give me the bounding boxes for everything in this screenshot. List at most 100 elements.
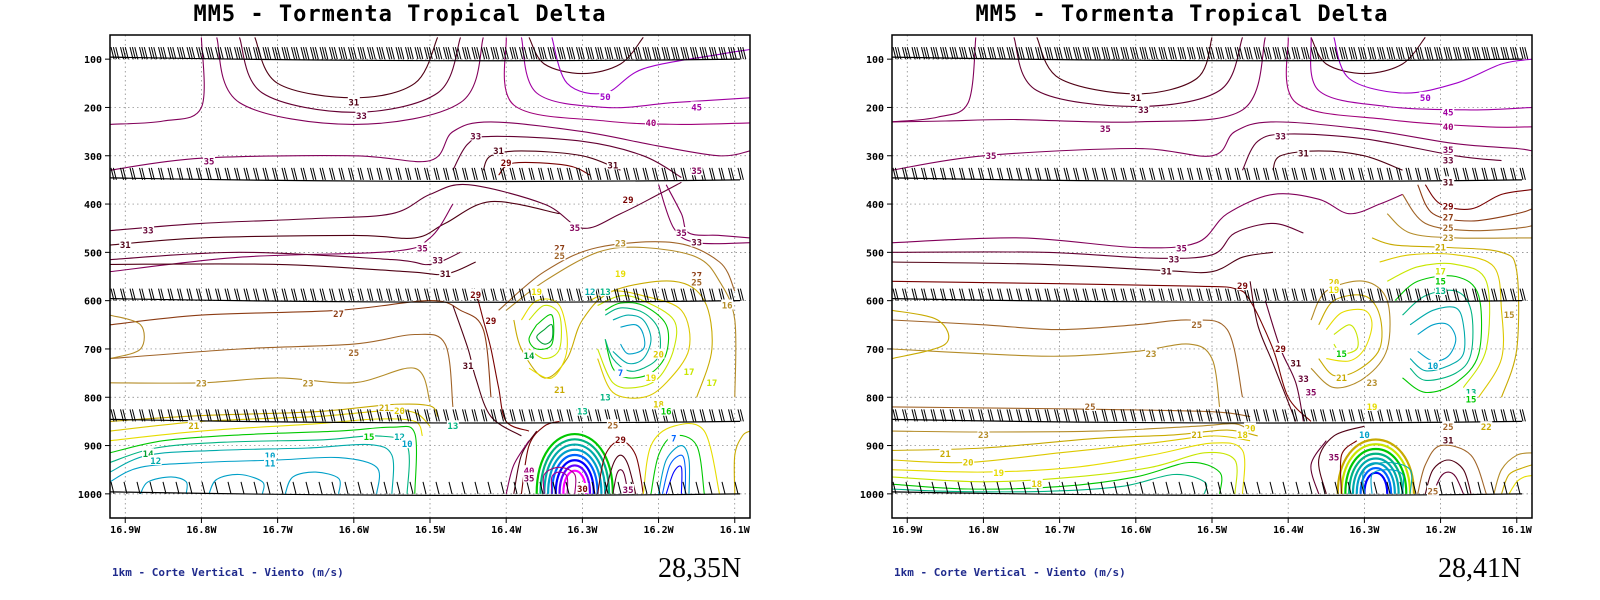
wind-barb [1472,288,1476,301]
wind-barb [1044,288,1049,301]
wind-barb [348,409,352,422]
wind-barb [604,481,609,494]
wind-barb [1158,409,1163,422]
wind-barb [262,47,267,60]
wind-barb [419,47,424,60]
wind-barb [591,481,596,494]
wind-barb [416,409,421,422]
contour-label-bg [652,398,665,409]
wind-barb [481,409,485,422]
wind-barb [595,409,599,422]
wind-barb [1160,167,1165,181]
wind-barb [492,409,497,422]
jet-core-contour [1351,457,1400,494]
wind-barb [481,167,485,181]
wind-barb [690,288,694,301]
contour-label: 18 [653,400,664,410]
wind-barb [350,409,355,422]
wind-barb [557,288,561,301]
wind-barb [340,47,345,60]
contour-line [891,423,1251,433]
wind-barb [1310,288,1315,301]
wind-barb [340,167,345,181]
wind-barb [238,47,243,60]
wind-barb [131,167,136,181]
wind-barb [932,47,937,60]
wind-barb [552,47,557,60]
wind-barb [652,167,656,181]
wind-barb [982,47,987,60]
wind-barb [1360,409,1365,422]
contour-label-bg [1327,284,1340,295]
wind-barb [635,288,640,301]
wind-barb [481,47,485,60]
wind-barb [1246,167,1251,181]
wind-barb [1177,409,1182,422]
contour-label-bg [1236,280,1249,291]
wind-barb [426,47,431,60]
wind-barb [1512,288,1517,301]
wind-barb [300,409,305,422]
wind-barb [1360,167,1365,181]
wind-barb [234,288,238,301]
wind-barb [1077,47,1082,60]
contour-line [520,37,751,109]
contour-line [109,456,381,494]
wind-barb [1006,47,1011,60]
wind-barb [1265,167,1270,181]
contour-label: 17 [1435,268,1446,278]
contour-line [550,471,569,494]
contour-label-bg [1434,284,1447,295]
wind-barb [1170,47,1175,60]
wind-barb [1282,47,1286,60]
wind-barb [904,409,909,422]
wind-barb [1331,47,1336,60]
wind-barb [614,47,618,60]
contour-line [1417,322,1457,362]
wind-barb [694,47,699,60]
wind-barb [673,167,678,181]
contour-label-bg [149,455,162,466]
jet-core-contour [1363,471,1389,494]
wind-barb [642,47,647,60]
wind-barb [188,481,193,494]
wind-barb [701,288,706,301]
wind-barb [153,47,158,60]
wind-barb [932,409,937,422]
wind-barb [452,47,457,60]
wind-barb [1230,481,1235,494]
contour-label: 18 [1237,431,1248,441]
wind-barb [338,47,343,60]
wind-barb [502,409,507,422]
wind-barb [623,288,628,301]
wind-barb [1244,167,1248,181]
wind-barb [1253,167,1258,181]
wind-barb [987,288,992,301]
wind-barb [987,47,992,60]
y-tick-label: 500 [866,248,884,259]
wind-barb [272,288,276,301]
wind-barb [207,47,212,60]
wind-barb [464,409,469,422]
contour-label: 15 [1466,396,1477,406]
wind-barb [492,167,497,181]
wind-barb [1027,167,1032,181]
contour-line [891,37,977,123]
wind-barb [215,409,219,422]
wind-barb [1025,47,1030,60]
contour-line [109,121,751,171]
wind-barb [376,409,381,422]
wind-barb [124,47,129,60]
wind-barb [388,167,393,181]
wind-barb [224,167,229,181]
wind-barb [1474,409,1479,422]
wind-barb [1208,288,1213,301]
wind-barb [1056,409,1061,422]
wind-barb [1225,409,1229,422]
contour-label-bg [1236,428,1249,439]
wind-barb [110,167,115,181]
wind-barb [1464,288,1469,301]
contour-line [109,314,145,360]
wind-barb [904,47,909,60]
wind-barb [720,288,725,301]
